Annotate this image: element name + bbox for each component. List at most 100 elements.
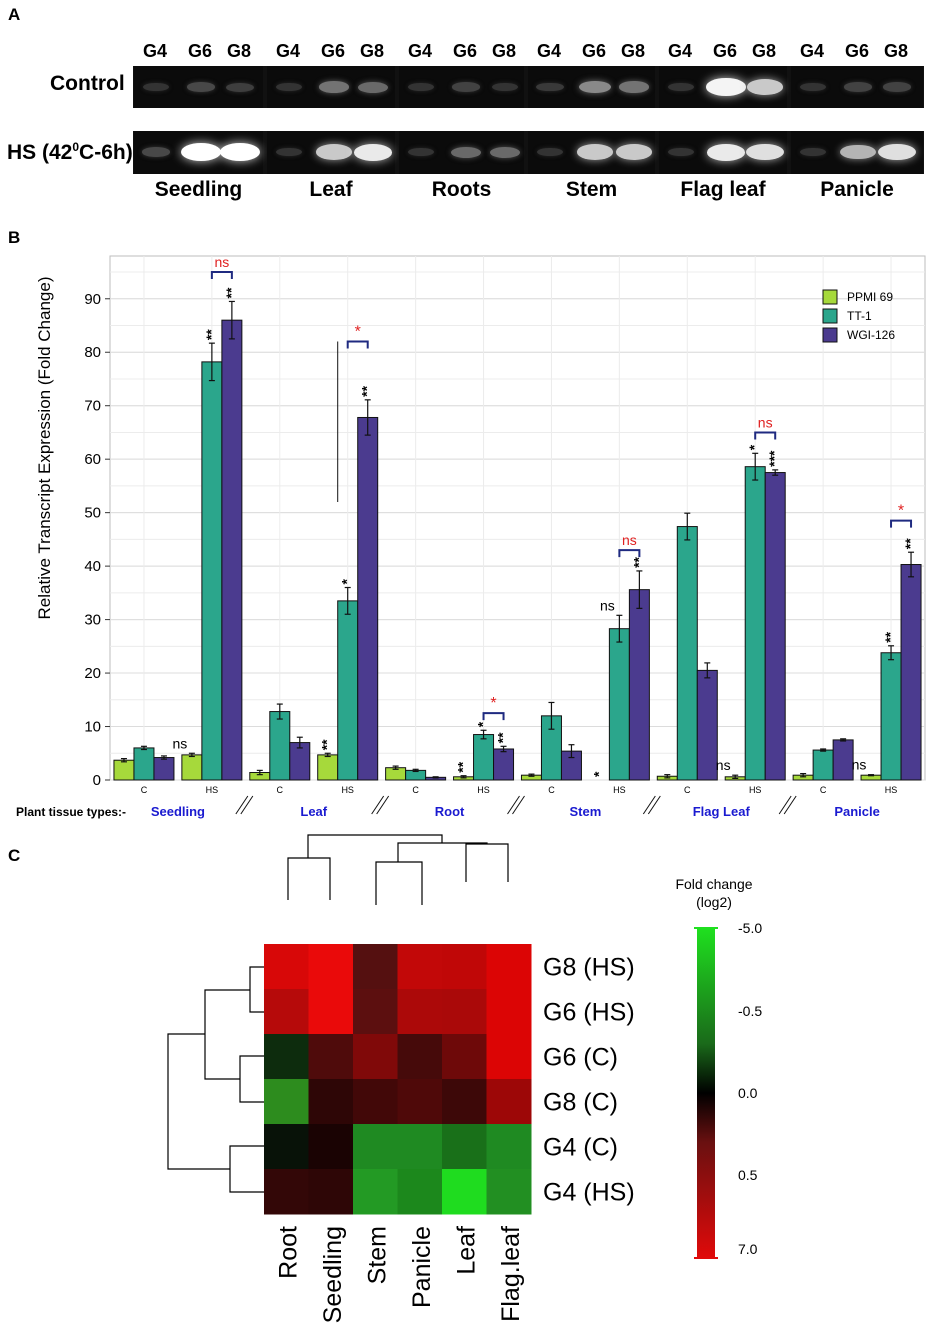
gel-band [536,147,564,157]
gel-row-label-control: Control [50,72,125,95]
gel-band [706,143,746,161]
significance-label: ns [172,735,187,751]
gel-lane-label: G4 [275,41,300,61]
legend-swatch [822,308,838,324]
bar-wgi-126 [628,589,650,781]
heatmap: G8 (HS)G6 (HS)G6 (C)G8 (C)G4 (C)G4 (HS) … [167,834,762,1323]
bar-tt-1 [337,600,359,781]
y-tick-label: 30 [84,612,101,629]
condition-label: C [820,785,827,795]
heatmap-cell [442,1034,487,1080]
significance-stars: ** [319,739,335,750]
bar-tt-1 [880,652,902,781]
heatmap-row-label: G4 (C) [543,1134,618,1162]
gel-lane-label: G4 [536,41,561,61]
gel-band [746,143,784,161]
gel-lane-label: G8 [226,41,251,61]
gel-band [878,143,916,161]
bar-wgi-126 [696,669,718,781]
gel-hs-strip [133,131,924,174]
heatmap-cell [264,989,309,1035]
gel-band [491,82,519,92]
gel-band [576,144,614,160]
significance-stars: ** [203,329,219,340]
gel-lane-label: G8 [883,41,908,61]
heatmap-cell [353,944,398,990]
heatmap-column-label: Seedling [319,1226,347,1323]
heatmap-cell [397,1034,443,1080]
bar-chart-bars [113,300,922,781]
gel-band [275,147,303,157]
axis-break [778,795,792,815]
gel-band [844,82,872,92]
bar-chart-legend: PPMI 69 TT-1 WGI-126 [822,289,895,343]
bar-tt-1 [201,361,223,781]
bracket-label: ns [622,532,637,548]
bar-tt-1 [608,628,630,781]
colorbar-title-unit: (log2) [696,894,732,910]
significance-label: ns [716,757,731,773]
y-tick-label: 70 [84,398,101,415]
gel-band [186,82,216,92]
condition-label: C [277,785,284,795]
colorbar-gradient [697,928,715,1258]
gel-lane-label: G4 [407,41,432,61]
bar-tt-1 [744,466,766,781]
gel-lane-label: G8 [491,41,516,61]
gel-band [578,80,612,94]
colorbar-tick-label: -0.5 [738,1003,762,1019]
significance-stars: * [590,771,606,777]
panel-c-letter: C [8,846,21,865]
gel-lane-label: G4 [142,41,167,61]
gel-band [220,143,260,161]
condition-label: C [548,785,555,795]
tissue-label: Leaf [300,804,327,819]
gel-band [746,79,784,95]
heatmap-cell [442,989,487,1035]
gel-tissue-block [659,66,787,108]
gel-tissue-label: Seedling [154,178,243,201]
axis-break [512,795,525,815]
heatmap-cell [397,1124,443,1170]
gel-lane-label: G6 [581,41,606,61]
comparison-bracket [890,519,913,528]
y-tick-label: 90 [84,291,101,308]
heatmap-cell [353,989,398,1035]
colorbar-title: Fold change [675,876,752,892]
gel-band [407,147,435,157]
heatmap-cell [353,1124,398,1170]
gel-band [883,82,911,92]
bar-wgi-126 [357,416,379,781]
y-tick-label: 50 [84,505,101,522]
gel-band [618,81,650,93]
significance-stars: ** [495,732,511,743]
heatmap-cell [264,1079,309,1125]
bar-tt-1 [473,734,495,781]
tissue-label: Seedling [151,804,205,819]
tissue-label: Panicle [834,804,880,819]
gel-band [799,147,827,157]
condition-label: HS [341,785,354,795]
gel-tissue-block [659,131,787,174]
heatmap-column-labels: Root Seedling Stem Panicle Leaf Flag.leaf [274,1226,525,1323]
axis-break [240,795,254,815]
legend-label: PPMI 69 [847,290,893,304]
comparison-bracket [754,431,777,440]
condition-label: HS [885,785,898,795]
gel-band [226,82,254,92]
heatmap-cell [353,1169,398,1215]
condition-label: HS [477,785,490,795]
gel-band [315,144,353,160]
gel-band [799,82,827,92]
heatmap-cell [308,1169,354,1215]
condition-label: C [141,785,148,795]
gel-band [407,82,435,92]
gel-lane-label: G6 [187,41,212,61]
heatmap-cell [308,1079,354,1125]
y-tick-label: 80 [84,344,101,361]
bar-wgi-126 [221,319,243,781]
gel-band [318,81,350,93]
heatmap-cell [264,944,309,990]
y-tick-label: 0 [93,772,101,789]
